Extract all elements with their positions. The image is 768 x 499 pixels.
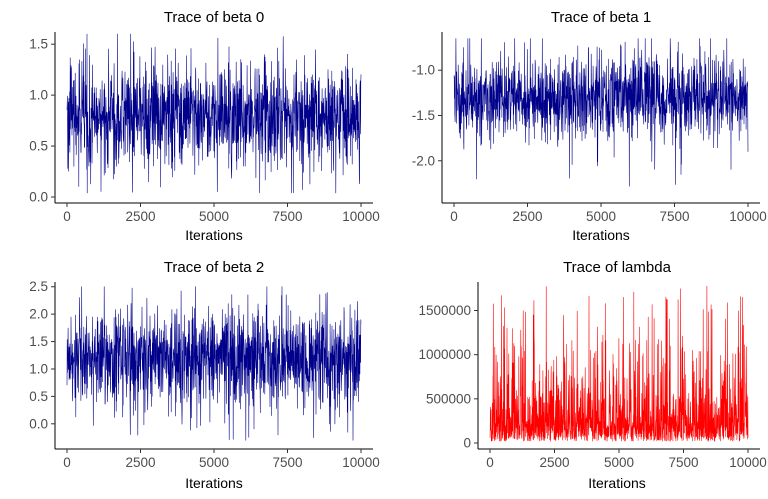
x-tick-label: 7500: [272, 455, 302, 470]
y-tick-label: 0.0: [29, 190, 48, 205]
trace-line: [66, 286, 362, 441]
y-tick-label: 1.0: [29, 361, 48, 376]
y-tick-label: 1.5: [29, 334, 48, 349]
x-tick-label: 2500: [512, 209, 542, 224]
trace-series: [453, 38, 749, 187]
panel-lambda: Trace of lambda 0 500000 1000000 1500000 0 25…: [418, 259, 766, 491]
axes: -2.0 -1.5 -1.0 0 2500 5000 7500 10000: [412, 32, 767, 224]
panel-beta-0: Trace of beta 0 0.0 0.5 1.0 1.5 0 2500 5000 750…: [29, 9, 380, 243]
y-tick-label: 0: [463, 436, 471, 451]
axes: 0.0 0.5 1.0 1.5 0 2500 5000 7500 10000: [29, 32, 380, 224]
panel-title: Trace of beta 1: [551, 9, 651, 26]
panel-beta-2: Trace of beta 2 0.0 0.5 1.0 1.5 2.0 2.5 0 2500 5…: [29, 259, 380, 491]
trace-line: [489, 285, 749, 442]
y-tick-label: 0.0: [29, 416, 48, 431]
x-tick-label: 10000: [342, 455, 380, 470]
x-tick-label: 7500: [659, 209, 689, 224]
y-tick-label: 1.5: [29, 37, 48, 52]
x-tick-label: 0: [63, 209, 71, 224]
panel-title: Trace of beta 2: [164, 259, 264, 276]
axes: 0.0 0.5 1.0 1.5 2.0 2.5 0 2500 5000 7500 10000: [29, 279, 380, 470]
x-tick-label: 0: [63, 455, 71, 470]
x-tick-label: 5000: [586, 209, 616, 224]
y-tick-label: 500000: [426, 391, 471, 406]
trace-line: [66, 33, 362, 194]
x-axis-label: Iterations: [185, 475, 243, 491]
x-tick-label: 0: [486, 455, 494, 470]
x-tick-label: 10000: [729, 455, 767, 470]
axes: 0 500000 1000000 1500000 0 2500 5000 7500 10000: [418, 282, 767, 470]
y-tick-label: -1.0: [412, 63, 435, 78]
y-tick-label: -1.5: [412, 108, 435, 123]
x-tick-label: 5000: [199, 455, 229, 470]
x-tick-label: 5000: [604, 455, 634, 470]
y-tick-label: -2.0: [412, 153, 435, 168]
x-axis-label: Iterations: [588, 475, 646, 491]
y-tick-label: 1.0: [29, 88, 48, 103]
panel-beta-1: Trace of beta 1 -2.0 -1.5 -1.0 0 2500 5000 750…: [412, 9, 767, 243]
panel-title: Trace of lambda: [563, 259, 671, 276]
x-tick-label: 2500: [539, 455, 569, 470]
y-tick-label: 2.5: [29, 279, 48, 294]
trace-series: [66, 286, 362, 441]
panel-title: Trace of beta 0: [164, 9, 264, 26]
x-tick-label: 5000: [199, 209, 229, 224]
x-tick-label: 10000: [342, 209, 380, 224]
y-tick-label: 0.5: [29, 139, 48, 154]
x-tick-label: 7500: [668, 455, 698, 470]
y-tick-label: 1500000: [418, 303, 471, 318]
y-tick-label: 2.0: [29, 307, 48, 322]
trace-line: [453, 38, 749, 187]
x-axis-label: Iterations: [572, 227, 630, 243]
x-tick-label: 2500: [125, 209, 155, 224]
x-tick-label: 10000: [729, 209, 767, 224]
x-axis-label: Iterations: [185, 227, 243, 243]
y-tick-label: 1000000: [418, 347, 471, 362]
x-tick-label: 2500: [125, 455, 155, 470]
x-tick-label: 0: [450, 209, 458, 224]
trace-series: [489, 285, 749, 442]
y-tick-label: 0.5: [29, 389, 48, 404]
trace-series: [66, 33, 362, 194]
x-tick-label: 7500: [272, 209, 302, 224]
